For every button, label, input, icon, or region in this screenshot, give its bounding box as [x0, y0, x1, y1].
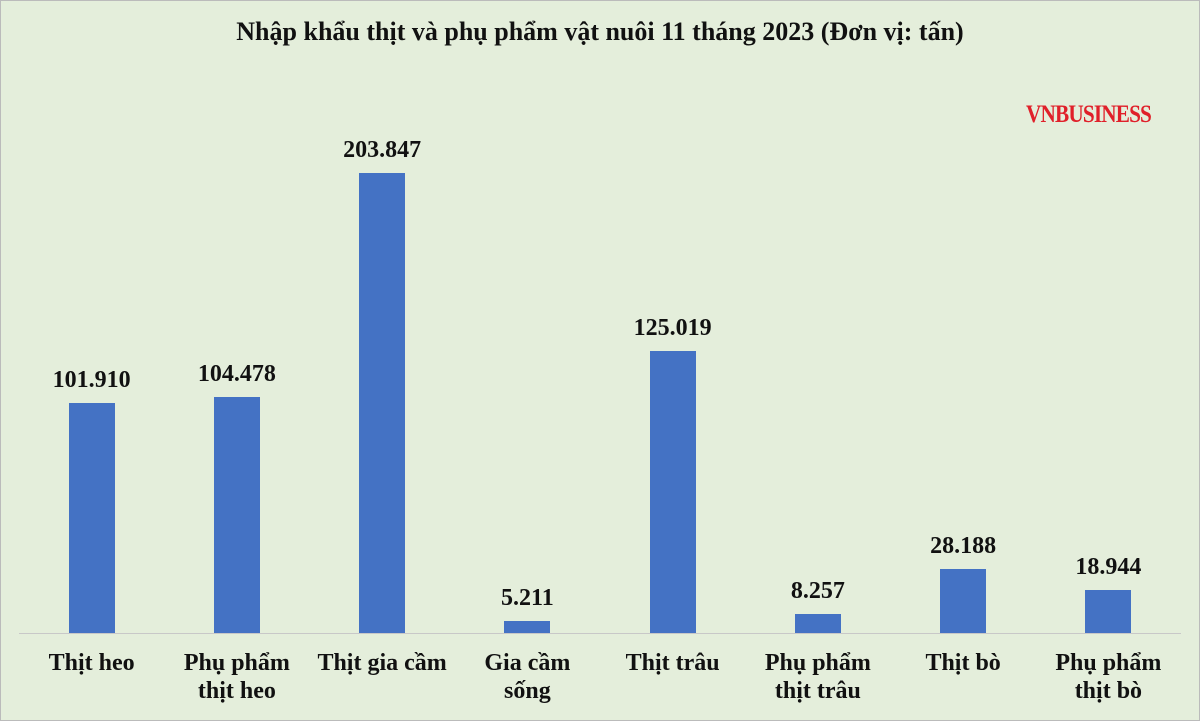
value-label: 104.478: [197, 361, 276, 388]
x-axis: [19, 633, 1181, 634]
x-tick-label: Phụ phẩm thịt trâu: [764, 650, 871, 704]
bar: [504, 621, 551, 633]
value-label: 8.257: [790, 578, 845, 605]
x-tick-label: Phụ phẩm thịt heo: [183, 650, 290, 704]
x-tick-label: Thịt gia cầm: [317, 650, 447, 676]
chart-title: Nhập khẩu thịt và phụ phẩm vật nuôi 11 t…: [236, 17, 964, 46]
value-label: 18.944: [1075, 554, 1142, 581]
x-tick-label: Thịt heo: [48, 650, 135, 676]
value-label: 203.847: [343, 137, 422, 163]
x-tick-label: Thịt bò: [925, 650, 1001, 676]
bar: [213, 397, 260, 633]
x-tick-label: Thịt trâu: [625, 650, 720, 676]
bar: [68, 403, 115, 633]
source-logo: VNBUSINESS: [1026, 101, 1152, 128]
x-tick-label: Gia cầm sống: [484, 650, 571, 704]
x-tick-label: Phụ phẩm thịt bò: [1055, 650, 1162, 704]
value-label: 125.019: [633, 314, 712, 341]
bar: [649, 350, 696, 633]
bar: [359, 173, 406, 633]
bar: [940, 569, 987, 633]
bar: [794, 614, 841, 633]
bar: [1085, 590, 1132, 633]
value-label: 5.211: [501, 585, 554, 612]
value-label: 101.910: [52, 367, 131, 394]
value-label: 28.188: [930, 533, 997, 560]
